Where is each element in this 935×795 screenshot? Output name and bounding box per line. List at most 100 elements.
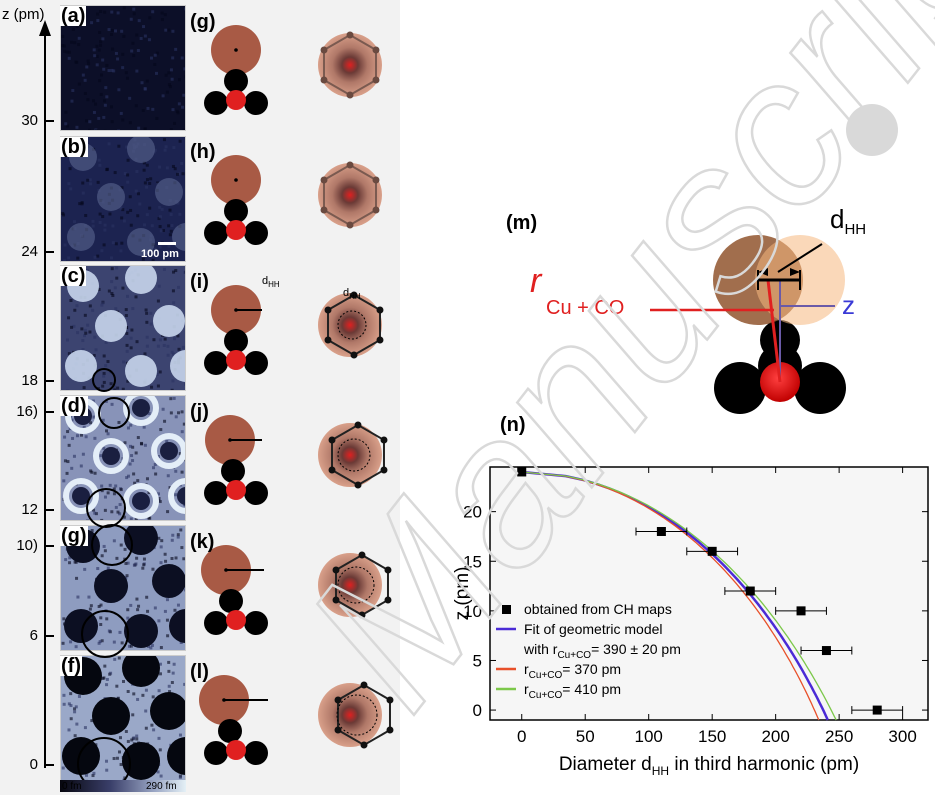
model-curve-0 [521, 470, 829, 721]
x-tick-label: 0 [517, 727, 526, 746]
marker-circle [92, 368, 116, 392]
panel-m-label: (m) [506, 212, 538, 234]
model-c-atom [224, 199, 248, 223]
afm-panel-b [60, 136, 186, 262]
model-panel-label: (j) [190, 401, 209, 423]
x-tick-label: 250 [825, 727, 853, 746]
model-o-atom [226, 90, 246, 110]
x-tick-label: 100 [635, 727, 663, 746]
z-axis [39, 20, 54, 768]
dhh-annotation: dHH [262, 275, 280, 290]
marker-circle [98, 397, 130, 429]
m-z-label: z [842, 290, 855, 320]
x-tick-label: 50 [576, 727, 595, 746]
model-panel-label: (i) [190, 271, 209, 293]
scale-bar-label: 100 pm [141, 248, 179, 260]
plot-frame [489, 466, 929, 721]
watermark-dot [846, 104, 898, 156]
model-curve-1 [521, 471, 820, 721]
model-5 [199, 675, 394, 765]
z-tick-label: 0 [29, 756, 38, 773]
dhh-annotation: dHH [343, 287, 361, 302]
afm-panel-d [60, 395, 186, 521]
model-1 [204, 155, 382, 245]
afm-panel-a [60, 5, 186, 131]
afm-panel-f [60, 655, 186, 781]
model-panel-label: (k) [190, 531, 215, 553]
data-point [796, 606, 806, 616]
z-axis-label: z (pm) [2, 6, 45, 23]
model-o-atom [226, 220, 246, 240]
z-tick-label: 24 [21, 243, 38, 260]
data-point [707, 546, 717, 556]
panel-m-geometry [650, 235, 846, 414]
afm-panel-label-g2: (g) [60, 525, 88, 547]
x-tick-label: 200 [761, 727, 789, 746]
data-point [656, 526, 666, 536]
z-tick-label: 12 [21, 501, 38, 518]
afm-panel-label-b: (b) [60, 136, 88, 158]
z-tick-label: 30 [21, 112, 38, 129]
m-dhh-pointer [777, 243, 823, 273]
m-atom-right [794, 362, 846, 414]
z-tick-label: 16) [16, 403, 38, 420]
m-dhh-label: dHH [830, 204, 867, 239]
afm-panel-g2 [60, 525, 186, 651]
y-tick-label: 10 [463, 602, 482, 621]
legend-text: rCu+CO= 370 pm [524, 661, 621, 681]
data-point [517, 467, 527, 477]
z-axis-ticks [45, 120, 54, 766]
model-top-view [318, 163, 382, 227]
model-o-atom [226, 610, 246, 630]
marker-circle [81, 610, 129, 658]
model-2 [204, 285, 384, 375]
marker-circle [91, 524, 133, 566]
model-c-atom [224, 329, 248, 353]
chart-n: 0 50 100 150 200 250 300 0 5 10 15 20 z (pm) Diameter… [452, 466, 929, 778]
tip-model-drawings [199, 25, 394, 765]
panel-circle-markers [77, 368, 133, 791]
marker-circle [86, 488, 126, 528]
colorbar-gradient [60, 780, 186, 792]
m-r-sub: Cu + CO [546, 297, 625, 319]
model-3 [204, 415, 388, 505]
colorbar-max-label: 290 fm [146, 781, 177, 792]
data-point [821, 646, 831, 656]
afm-panel-label-f: (f) [60, 655, 82, 677]
model-o-atom [226, 350, 246, 370]
data-point [745, 586, 755, 596]
z-tick-label: 6 [29, 627, 38, 644]
model-c-atom [221, 459, 245, 483]
model-top-view [318, 683, 382, 747]
m-r-line [766, 279, 782, 383]
afm-panel-c [60, 265, 186, 391]
model-c-atom [224, 69, 248, 93]
m-r-label: r [530, 262, 542, 300]
data-point [872, 705, 882, 715]
model-panel-label: (g) [190, 11, 216, 33]
model-panel-label: (h) [190, 141, 216, 163]
afm-panel-label-c: (c) [60, 265, 87, 287]
panel-n-label: (n) [500, 414, 526, 436]
legend-text: Fit of geometric model [524, 621, 663, 637]
z-tick-label: 18 [21, 372, 38, 389]
y-tick-label: 15 [463, 552, 482, 571]
y-tick-label: 0 [473, 701, 482, 720]
model-4 [201, 545, 392, 635]
model-o-atom [226, 740, 246, 760]
m-atom-left [714, 362, 766, 414]
model-o-atom [226, 480, 246, 500]
model-0 [204, 25, 382, 115]
y-axis-label: z (pm) [452, 567, 473, 621]
colorbar [60, 778, 186, 792]
x-axis-label: Diameter dHH in third harmonic (pm) [559, 754, 859, 778]
z-axis-arrow-icon [39, 20, 51, 36]
model-panel-label: (l) [190, 661, 209, 683]
legend-text: with rCu+CO= 390 ± 20 pm [523, 641, 681, 661]
model-c-atom [219, 589, 243, 613]
model-c-atom [218, 719, 242, 743]
model-top-view [318, 33, 382, 97]
y-tick-label: 20 [463, 503, 482, 522]
model-top-view [318, 293, 382, 357]
afm-panel-label-a: (a) [60, 5, 87, 27]
